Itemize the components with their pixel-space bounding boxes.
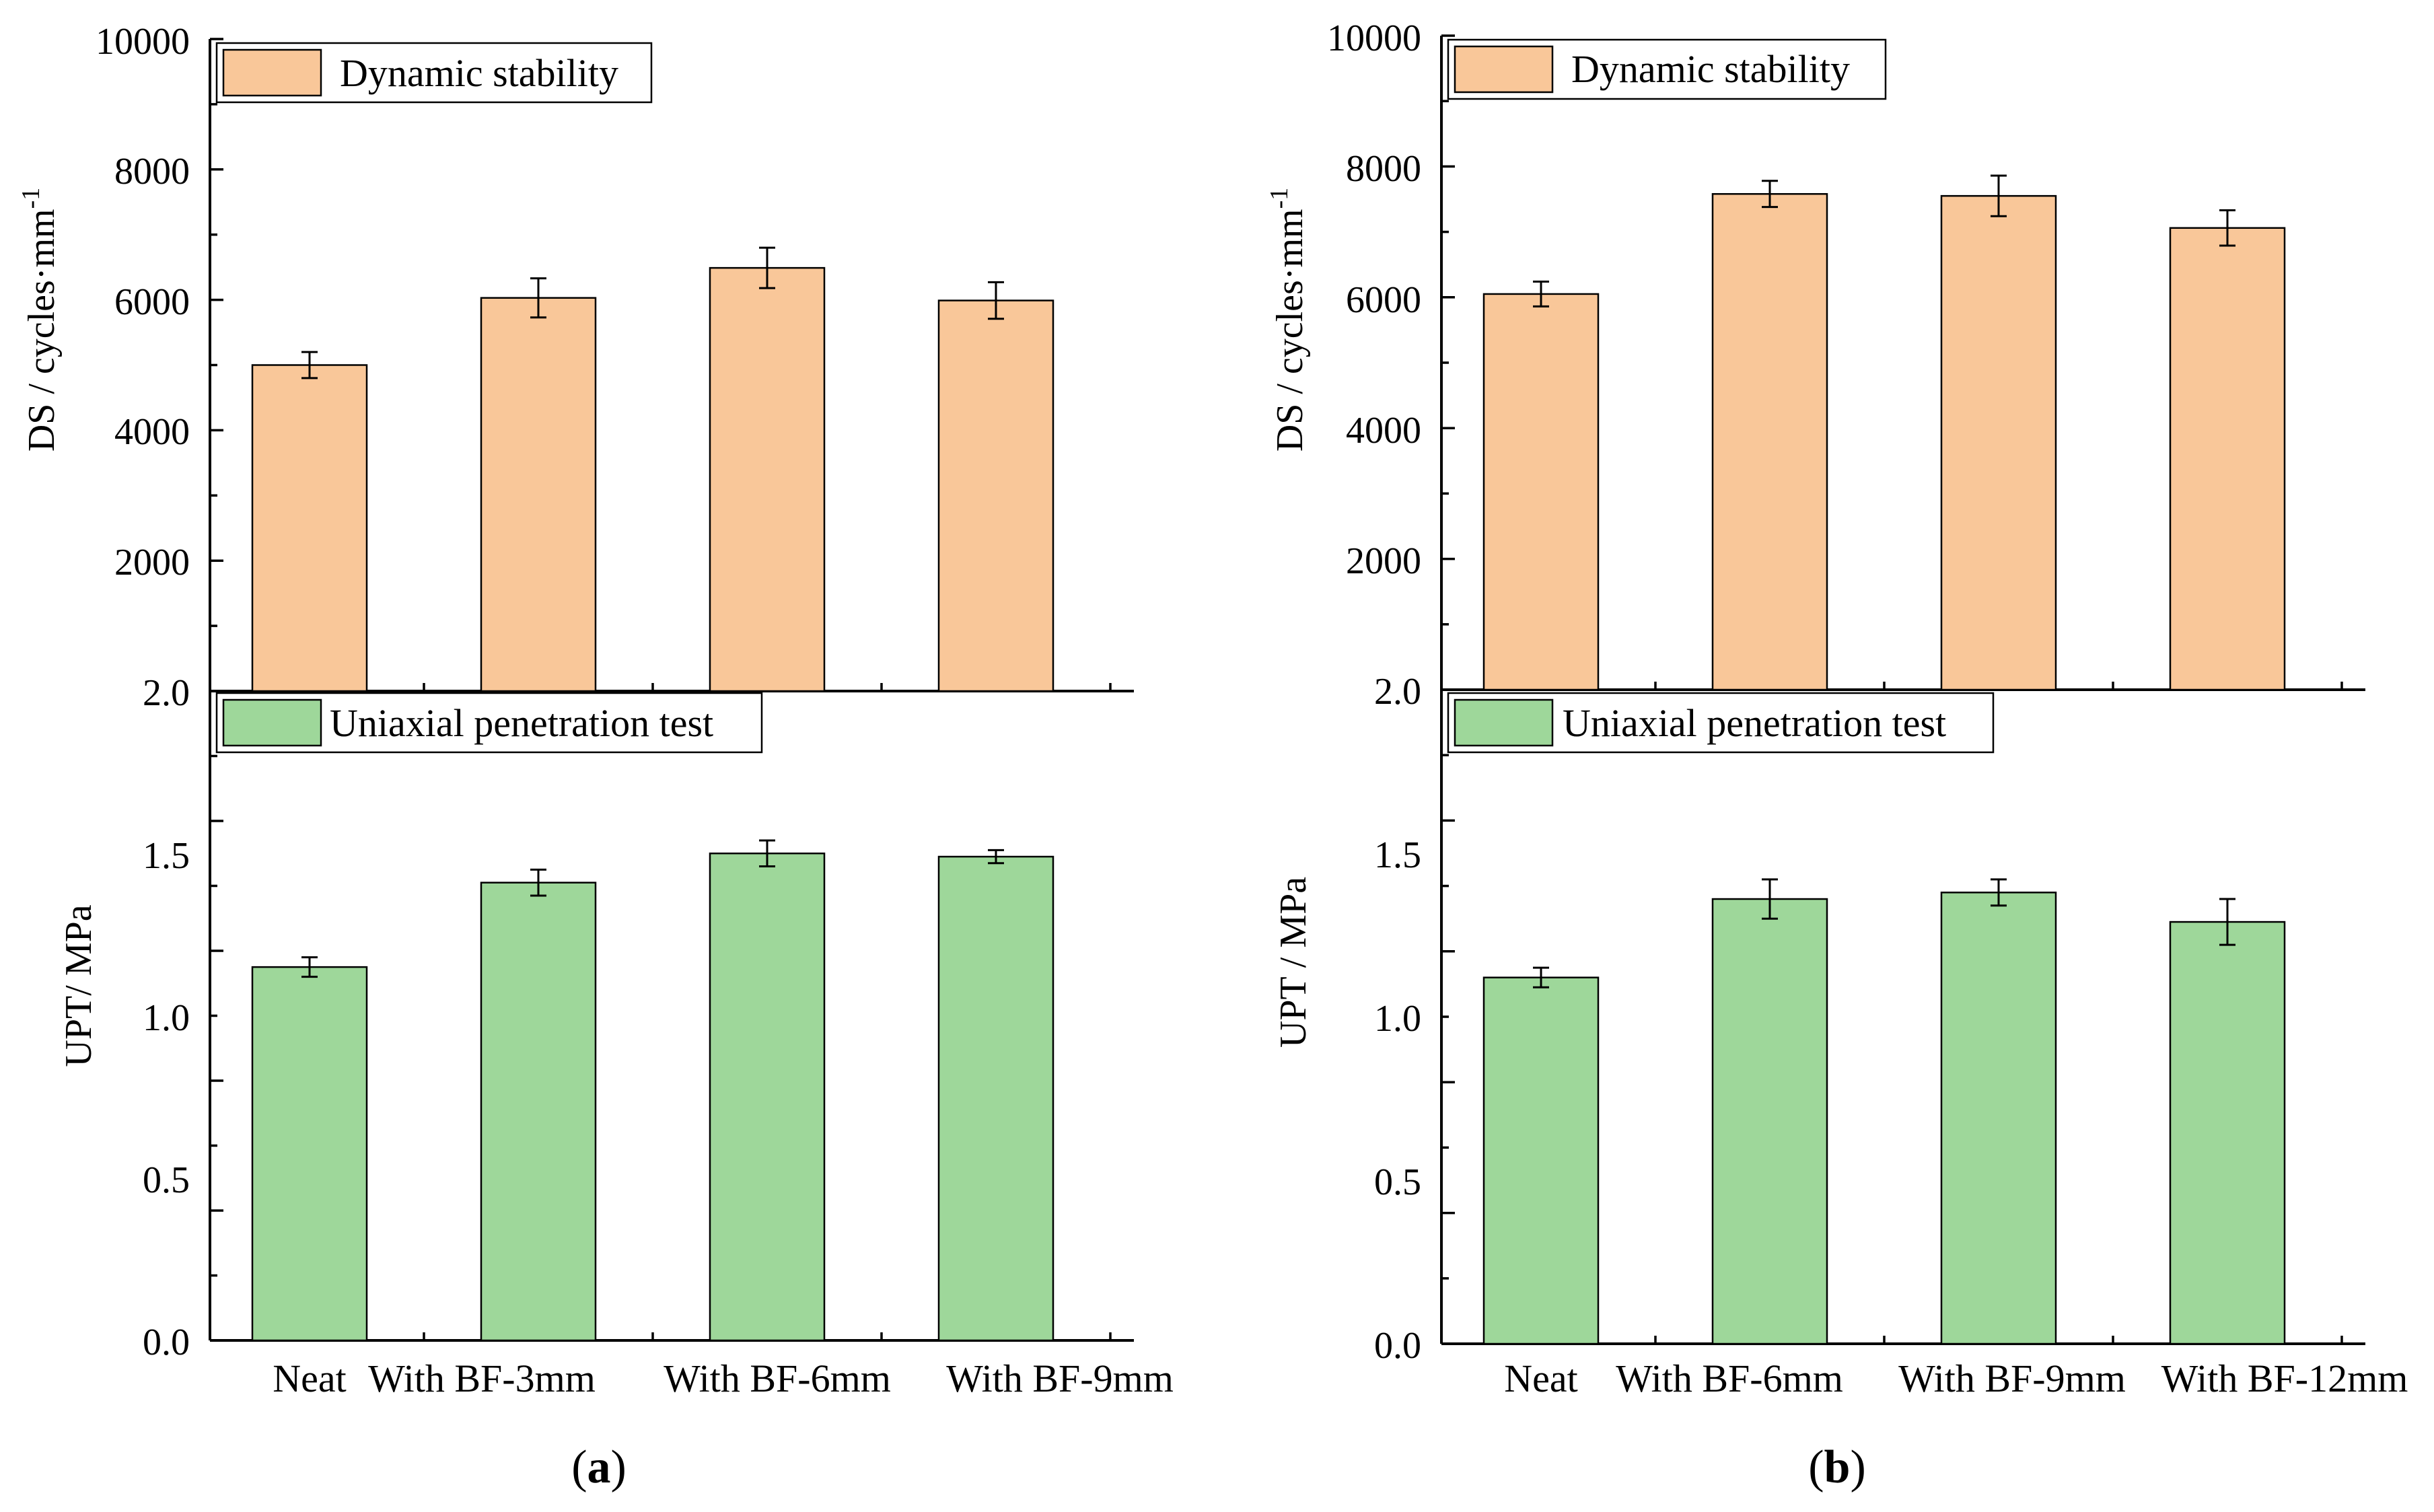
panel-a: 10000 8000 6000 4000 2000 2.0 1.5 1.0 0.… (17, 21, 1174, 1493)
panel-b-ds-bar (1940, 194, 2057, 691)
panel-b-ds-bars (1482, 174, 2286, 691)
panel-b-ds-legend-label: Dynamic stability (1571, 47, 1850, 91)
panel-b-ds-ylabel-sup: -1 (1265, 188, 1293, 209)
panel-a-top-tick-label: 4000 (114, 411, 190, 453)
panel-a-bottom-tick-label: 1.5 (143, 835, 190, 877)
panel-b-ds-error-bar (1991, 174, 2007, 217)
panel-b-upt-error-bar (1533, 966, 1549, 988)
panel-b-ds-legend-swatch (1454, 45, 1554, 94)
panel-b-top-tick-label: 10000 (1327, 17, 1421, 59)
panel-a-upt-legend-swatch (222, 698, 322, 747)
panel-a-bottom-tick-label: 2.0 (143, 672, 190, 714)
panel-b-top-tick-label: 8000 (1346, 148, 1421, 190)
panel-b-ds-bar (1711, 192, 1828, 691)
panel-a-label: (a) (571, 1441, 627, 1493)
panel-b-ds-error-bar (2219, 209, 2235, 247)
panel-b-bottom-tick-label: 0.5 (1374, 1161, 1421, 1203)
panel-b-ticks (1441, 34, 2343, 1345)
panel-a-ds-ylabel-main: DS / cycles·mm (21, 209, 63, 452)
panel-b-upt-legend-label: Uniaxial penetration test (1563, 701, 1946, 745)
panel-b-upt-bar (2169, 921, 2286, 1345)
panel-a-ds-bar (709, 266, 826, 692)
panel-a-upt-bar (480, 881, 597, 1342)
panel-b-ds-error-bar (1533, 280, 1549, 308)
panel-b-category-label: With BF-12mm (2161, 1357, 2408, 1400)
panel-b: 10000 8000 6000 4000 2000 2.0 1.5 1.0 0.… (1265, 17, 2408, 1493)
panel-b-upt-legend-swatch (1454, 698, 1554, 747)
panel-a-ds-bar (480, 297, 597, 692)
panel-b-bottom-tick-label: 1.5 (1374, 834, 1421, 876)
panel-a-ds-error-bar (301, 351, 318, 380)
panel-b-label: (b) (1808, 1441, 1866, 1493)
panel-b-bottom-tick-label: 0.0 (1374, 1325, 1421, 1367)
panel-b-ds-ylabel: DS / cycles·mm-1 (1265, 188, 1311, 452)
panel-b-category-label: With BF-9mm (1898, 1357, 2126, 1400)
panel-b-ds-bar (1482, 293, 1600, 691)
panel-b-upt-error-bar (1991, 878, 2007, 907)
panel-a-top-tick-label: 8000 (114, 151, 190, 192)
panel-a-ticks (210, 38, 1112, 1342)
panel-b-ds-error-bar (1762, 180, 1778, 209)
panel-a-upt-bar (937, 855, 1054, 1342)
panel-a-top-tick-label: 10000 (96, 21, 190, 63)
panel-a-bottom-tick-label: 1.0 (143, 997, 190, 1039)
panel-a-ds-error-bar (988, 281, 1004, 320)
panel-b-upt-bars (1482, 878, 2286, 1345)
panel-b-upt-legend: Uniaxial penetration test (1447, 692, 1995, 754)
panel-a-upt-bar (709, 853, 826, 1342)
panel-b-ds-legend: Dynamic stability (1447, 38, 1887, 100)
panel-a-category-label: With BF-3mm (368, 1357, 596, 1400)
panel-b-category-label: Neat (1504, 1357, 1578, 1400)
panel-a-top-tick-label: 6000 (114, 281, 190, 323)
panel-b-category-label: With BF-6mm (1616, 1357, 1843, 1400)
panel-a-upt-ylabel: UPT/ MPa (58, 904, 100, 1067)
panel-a-upt-error-bar (301, 956, 318, 978)
panel-a-ds-legend-swatch (222, 48, 322, 97)
panel-b-upt-bar (1940, 892, 2057, 1345)
panel-b-upt-error-bar (2219, 898, 2235, 946)
panel-b-ds-bar (2169, 227, 2286, 691)
panel-a-upt-legend-label: Uniaxial penetration test (330, 701, 713, 745)
panel-a-category-label: Neat (273, 1357, 347, 1400)
panel-a-ds-ylabel-sup: -1 (17, 188, 45, 209)
panel-a-ds-error-bar (759, 246, 775, 289)
panel-a-bottom-tick-label: 0.5 (143, 1159, 190, 1201)
panel-a-category-label: With BF-6mm (664, 1357, 891, 1400)
panel-a-ds-bars (251, 246, 1054, 692)
panel-b-upt-bar (1482, 976, 1600, 1345)
panel-b-top-tick-label: 4000 (1346, 410, 1421, 452)
panel-a-bottom-tick-label: 0.0 (143, 1322, 190, 1363)
panel-a-upt-error-bar (530, 868, 546, 897)
panel-b-ds-ylabel-main: DS / cycles·mm (1269, 209, 1311, 452)
panel-a-upt-bars (251, 839, 1054, 1342)
panel-a-top-tick-label: 2000 (114, 542, 190, 583)
panel-a-ds-error-bar (530, 277, 546, 319)
panel-b-top-tick-label: 2000 (1346, 540, 1421, 582)
panel-a-category-label: With BF-9mm (946, 1357, 1174, 1400)
panel-a-ds-bar (251, 364, 368, 692)
panel-b-upt-error-bar (1762, 878, 1778, 920)
panel-a-ds-legend-label: Dynamic stability (340, 51, 618, 95)
panel-a-ds-bar (937, 299, 1054, 692)
panel-a-upt-bar (251, 966, 368, 1342)
panel-a-upt-error-bar (759, 839, 775, 868)
panel-a-ds-ylabel: DS / cycles·mm-1 (17, 188, 63, 452)
panel-b-bottom-tick-label: 2.0 (1374, 671, 1421, 713)
panel-b-upt-ylabel: UPT / MPa (1273, 877, 1314, 1048)
panel-a-upt-error-bar (988, 849, 1004, 865)
panel-a-ds-legend: Dynamic stability (215, 42, 653, 104)
panel-a-upt-legend: Uniaxial penetration test (215, 692, 763, 754)
panel-a-label-letter: a (587, 1441, 611, 1493)
panel-b-label-letter: b (1824, 1441, 1851, 1493)
panel-b-top-tick-label: 6000 (1346, 279, 1421, 321)
panel-b-upt-bar (1711, 898, 1828, 1345)
panel-b-bottom-tick-label: 1.0 (1374, 998, 1421, 1040)
